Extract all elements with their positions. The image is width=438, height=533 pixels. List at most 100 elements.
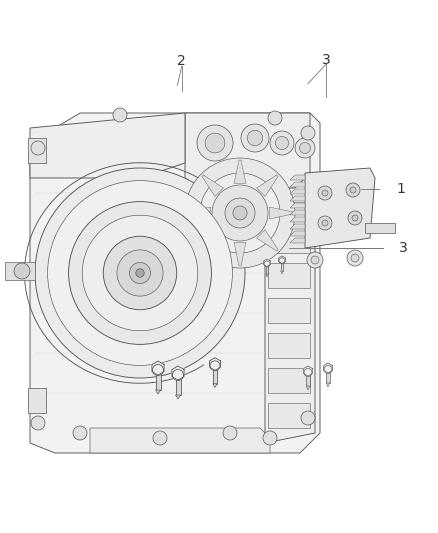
Circle shape (268, 111, 282, 125)
Polygon shape (279, 256, 285, 263)
Polygon shape (187, 207, 211, 219)
Text: 3: 3 (399, 241, 407, 255)
Text: 1: 1 (396, 182, 405, 196)
Polygon shape (281, 271, 283, 274)
Polygon shape (30, 113, 185, 178)
Bar (28, 388, 46, 413)
Polygon shape (324, 363, 332, 373)
Circle shape (69, 201, 212, 344)
Polygon shape (290, 175, 305, 180)
Bar (5, 262, 35, 280)
Polygon shape (234, 160, 246, 183)
Bar (365, 223, 395, 233)
Polygon shape (264, 259, 270, 266)
Polygon shape (234, 243, 246, 266)
Circle shape (205, 133, 225, 153)
Polygon shape (290, 238, 305, 243)
Circle shape (295, 138, 315, 158)
Circle shape (14, 263, 30, 279)
Polygon shape (306, 386, 310, 390)
Bar (28, 138, 46, 163)
Circle shape (31, 141, 45, 155)
Polygon shape (257, 175, 278, 197)
Bar (306, 372, 310, 386)
Circle shape (48, 181, 233, 366)
Circle shape (200, 173, 280, 253)
Circle shape (210, 361, 220, 371)
Text: 2: 2 (177, 54, 186, 68)
Polygon shape (257, 230, 278, 251)
Polygon shape (30, 113, 320, 453)
Polygon shape (202, 175, 223, 197)
Polygon shape (305, 168, 375, 248)
Circle shape (263, 431, 277, 445)
Circle shape (31, 416, 45, 430)
Circle shape (348, 211, 362, 225)
Bar (326, 369, 330, 383)
Circle shape (130, 262, 151, 284)
Circle shape (279, 258, 285, 264)
Circle shape (300, 142, 311, 154)
Circle shape (322, 190, 328, 196)
Polygon shape (155, 390, 160, 394)
Circle shape (318, 216, 332, 230)
Circle shape (113, 108, 127, 122)
Polygon shape (202, 230, 223, 251)
Polygon shape (266, 274, 268, 277)
Bar (176, 375, 180, 395)
Polygon shape (265, 203, 315, 443)
Circle shape (136, 269, 144, 277)
Polygon shape (152, 361, 164, 375)
Polygon shape (290, 196, 305, 201)
Circle shape (212, 185, 268, 241)
Circle shape (247, 130, 263, 146)
Polygon shape (213, 384, 217, 387)
Circle shape (347, 250, 363, 266)
Bar (266, 263, 268, 274)
Circle shape (35, 168, 245, 378)
Circle shape (311, 256, 319, 264)
Polygon shape (176, 395, 180, 399)
Bar (213, 366, 217, 384)
Circle shape (82, 215, 198, 331)
Circle shape (324, 366, 332, 374)
Bar (268, 298, 310, 323)
Polygon shape (326, 383, 330, 387)
Circle shape (318, 186, 332, 200)
Circle shape (173, 369, 184, 381)
Polygon shape (290, 203, 305, 208)
Polygon shape (90, 428, 270, 453)
Circle shape (197, 125, 233, 161)
Bar (268, 368, 310, 393)
Polygon shape (209, 358, 220, 370)
Circle shape (270, 131, 294, 155)
Bar (268, 333, 310, 358)
Circle shape (264, 261, 270, 267)
Polygon shape (304, 366, 312, 376)
Polygon shape (185, 113, 310, 188)
Circle shape (307, 252, 323, 268)
Circle shape (351, 254, 359, 262)
Circle shape (225, 198, 255, 228)
Circle shape (185, 158, 295, 268)
Polygon shape (269, 207, 293, 219)
Circle shape (350, 187, 356, 193)
Circle shape (322, 220, 328, 226)
Text: 3: 3 (322, 53, 331, 67)
Polygon shape (290, 231, 305, 236)
Circle shape (103, 236, 177, 310)
Bar (155, 370, 160, 390)
Polygon shape (290, 224, 305, 229)
Circle shape (241, 124, 269, 152)
Circle shape (117, 250, 163, 296)
Polygon shape (290, 217, 305, 222)
Bar (268, 228, 310, 253)
Bar (268, 403, 310, 428)
Circle shape (276, 136, 289, 150)
Circle shape (73, 426, 87, 440)
Circle shape (352, 215, 358, 221)
Polygon shape (290, 182, 305, 187)
Polygon shape (290, 189, 305, 194)
Circle shape (301, 411, 315, 425)
Bar (268, 263, 310, 288)
